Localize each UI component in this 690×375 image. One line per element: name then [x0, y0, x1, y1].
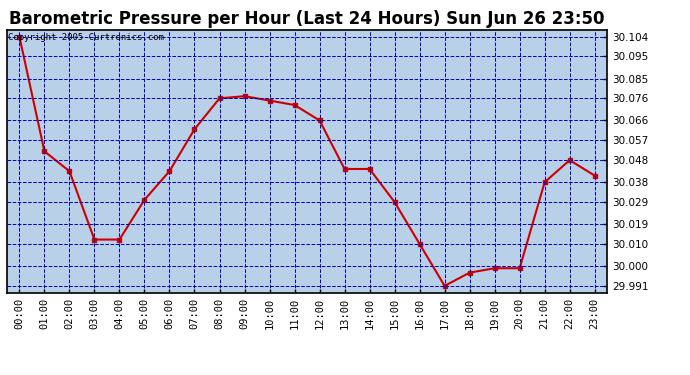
Text: Copyright 2005 Curtronics.com: Copyright 2005 Curtronics.com	[8, 33, 164, 42]
Title: Barometric Pressure per Hour (Last 24 Hours) Sun Jun 26 23:50: Barometric Pressure per Hour (Last 24 Ho…	[9, 10, 605, 28]
